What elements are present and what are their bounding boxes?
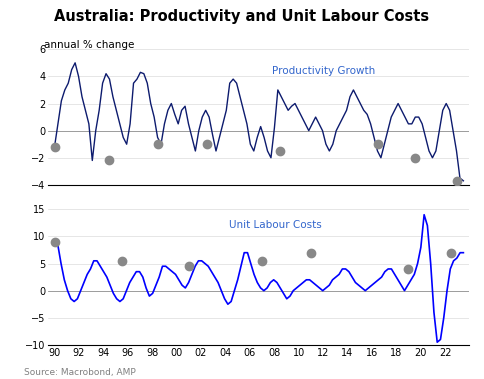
Text: Productivity Growth: Productivity Growth (272, 66, 375, 75)
Text: Australia: Productivity and Unit Labour Costs: Australia: Productivity and Unit Labour … (54, 9, 430, 25)
Text: Unit Labour Costs: Unit Labour Costs (229, 220, 322, 230)
Text: annual % change: annual % change (44, 40, 134, 50)
Text: Source: Macrobond, AMP: Source: Macrobond, AMP (24, 368, 136, 377)
